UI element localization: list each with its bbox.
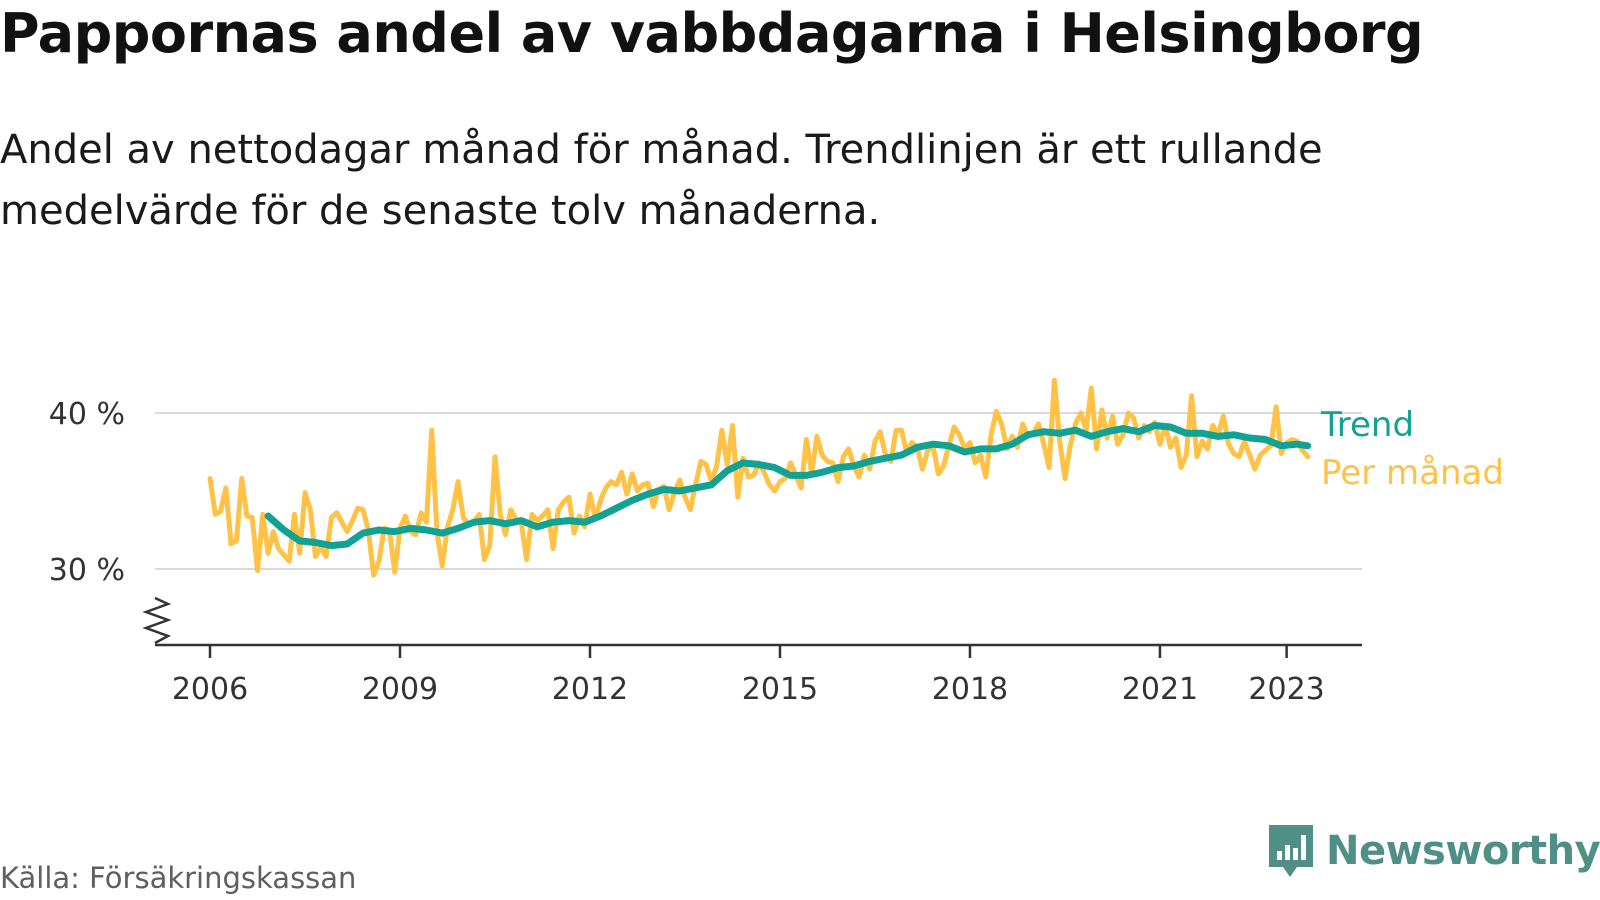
legend-label-trend: Trend	[1320, 405, 1414, 445]
brand-logo[interactable]: Newsworthy	[1266, 821, 1600, 881]
monthly-series-line	[207, 377, 1311, 578]
chart-subtitle: Andel av nettodagar månad för månad. Tre…	[0, 127, 1323, 234]
line-chart: 30 % 40 % 2006 2009 2012 2015 2018 2021 2023 Tren…	[49, 377, 1504, 707]
y-tick-label: 30 %	[49, 553, 125, 588]
x-tick-label: 2012	[552, 672, 628, 707]
x-tick-label: 2023	[1248, 672, 1324, 707]
x-tick-label: 2021	[1122, 672, 1198, 707]
legend-label-monthly: Per månad	[1321, 453, 1504, 493]
x-tick-label: 2018	[932, 672, 1008, 707]
x-tick-label: 2006	[172, 672, 248, 707]
x-tick-label: 2009	[362, 672, 438, 707]
source-note: Källa: Försäkringskassan	[0, 861, 357, 895]
y-tick-label: 40 %	[49, 397, 125, 432]
axis-break-icon	[142, 596, 172, 645]
chart-title: Pappornas andel av vabbdagarna i Helsing…	[0, 2, 1424, 65]
trend-series-line	[264, 422, 1312, 550]
x-tick-label: 2015	[742, 672, 818, 707]
brand-name: Newsworthy	[1326, 828, 1600, 874]
newsworthy-logo-icon	[1269, 825, 1313, 877]
